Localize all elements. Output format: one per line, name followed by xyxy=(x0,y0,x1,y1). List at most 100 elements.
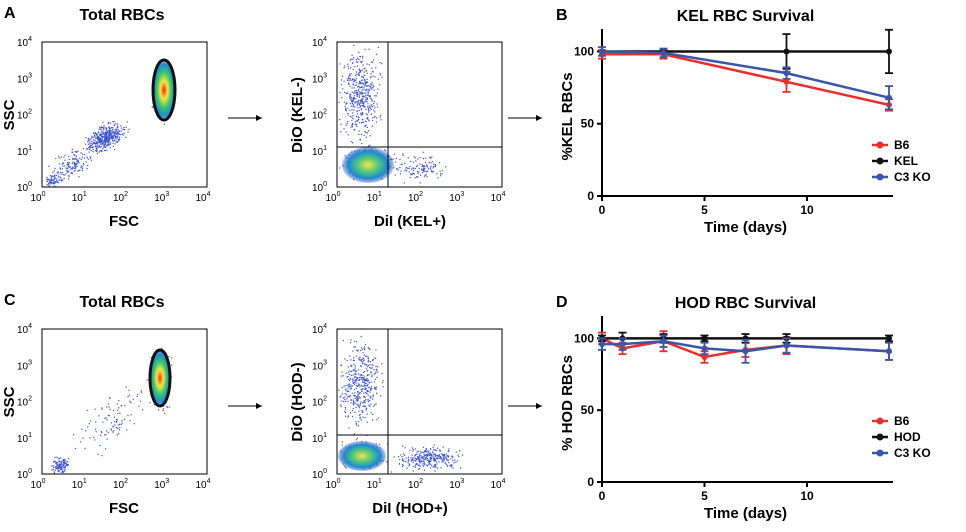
event-dot xyxy=(120,127,123,129)
event-dot xyxy=(409,463,411,465)
event-dot xyxy=(166,406,168,408)
event-dot xyxy=(126,121,128,123)
data-point xyxy=(701,345,708,352)
event-dot xyxy=(418,456,420,458)
event-dot xyxy=(362,77,364,79)
event-dot xyxy=(404,454,406,456)
event-dot xyxy=(355,98,357,100)
event-dot xyxy=(53,472,55,474)
event-dot xyxy=(62,165,64,167)
event-dot xyxy=(374,404,376,406)
event-dot xyxy=(366,370,368,372)
event-dot xyxy=(102,131,104,133)
event-dot xyxy=(58,176,60,178)
event-dot xyxy=(339,167,341,169)
event-dot xyxy=(345,131,347,133)
event-dot xyxy=(352,105,354,107)
series-line-c3-ko xyxy=(601,50,890,99)
event-dot xyxy=(401,463,404,466)
event-dot xyxy=(366,132,369,134)
event-dot xyxy=(351,126,353,128)
event-dot xyxy=(358,68,360,70)
event-dot xyxy=(345,108,347,110)
arrow-c2-head xyxy=(536,403,542,409)
event-dot xyxy=(409,449,411,452)
event-dot xyxy=(406,170,408,172)
event-dot xyxy=(56,456,58,458)
event-dot xyxy=(407,167,409,169)
event-dot xyxy=(412,461,414,463)
event-dot xyxy=(405,168,407,170)
event-dot xyxy=(447,451,449,453)
event-dot xyxy=(125,136,127,139)
event-dot xyxy=(106,133,108,135)
event-dot xyxy=(353,401,355,403)
event-dot xyxy=(365,379,367,381)
event-dot xyxy=(358,379,360,382)
event-dot xyxy=(93,436,95,438)
event-dot xyxy=(379,443,381,445)
event-dot xyxy=(77,159,79,161)
event-dot xyxy=(382,386,384,388)
event-dot xyxy=(386,461,388,463)
event-dot xyxy=(349,103,351,105)
event-dot xyxy=(58,465,60,467)
event-dot xyxy=(100,434,102,436)
event-dot xyxy=(346,376,348,378)
event-dot xyxy=(444,454,446,456)
event-dot xyxy=(137,393,139,395)
event-dot xyxy=(359,106,361,108)
event-dot xyxy=(362,412,364,414)
event-dot xyxy=(445,456,447,458)
event-dot xyxy=(121,420,123,422)
y-tick-label: 0 xyxy=(587,189,594,203)
event-dot xyxy=(113,140,115,142)
event-dot xyxy=(455,461,457,463)
event-dot xyxy=(367,360,370,362)
event-dot xyxy=(360,401,362,403)
event-dot xyxy=(98,146,100,148)
event-dot xyxy=(115,123,117,125)
event-dot xyxy=(113,133,115,135)
event-dot xyxy=(70,172,72,174)
event-dot xyxy=(63,471,65,473)
event-dot xyxy=(54,181,56,183)
event-dot xyxy=(364,382,366,385)
event-dot xyxy=(93,132,95,134)
event-dot xyxy=(363,346,366,348)
event-dot xyxy=(73,170,75,172)
event-dot xyxy=(117,424,119,426)
event-dot xyxy=(75,157,77,159)
event-dot xyxy=(107,141,110,143)
event-dot xyxy=(75,165,77,167)
event-dot xyxy=(103,140,105,143)
event-dot xyxy=(351,79,353,81)
event-dot xyxy=(459,450,461,452)
event-dot xyxy=(355,84,357,86)
event-dot xyxy=(357,400,359,402)
event-dot xyxy=(46,178,48,180)
event-dot xyxy=(451,464,453,466)
event-dot xyxy=(76,163,78,165)
event-dot xyxy=(430,458,432,460)
event-dot xyxy=(358,58,360,61)
event-dot xyxy=(418,464,420,466)
event-dot xyxy=(60,466,62,468)
event-dot xyxy=(365,113,367,115)
event-dot xyxy=(376,376,378,378)
event-dot xyxy=(363,385,365,387)
event-dot xyxy=(67,162,69,164)
flow-xtick-label-c1: 101 xyxy=(72,478,87,491)
event-dot xyxy=(59,461,61,463)
event-dot xyxy=(361,85,363,88)
event-dot xyxy=(360,69,362,72)
event-dot xyxy=(84,154,86,156)
event-dot xyxy=(60,463,62,465)
event-dot xyxy=(358,80,360,83)
event-dot xyxy=(408,465,410,467)
event-dot xyxy=(49,175,51,177)
gate-ellipse-a xyxy=(151,58,177,122)
event-dot xyxy=(385,150,387,152)
event-dot xyxy=(357,107,359,109)
event-dot xyxy=(374,357,376,359)
